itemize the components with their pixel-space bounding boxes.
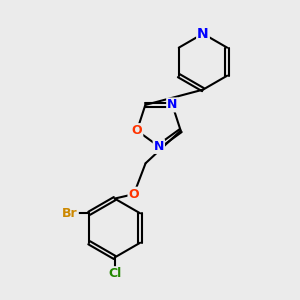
Text: O: O [128, 188, 139, 201]
Text: Cl: Cl [108, 267, 121, 280]
Text: N: N [197, 27, 209, 41]
Text: N: N [167, 98, 178, 111]
Text: N: N [154, 140, 164, 153]
Text: Br: Br [62, 207, 78, 220]
Text: O: O [132, 124, 142, 137]
